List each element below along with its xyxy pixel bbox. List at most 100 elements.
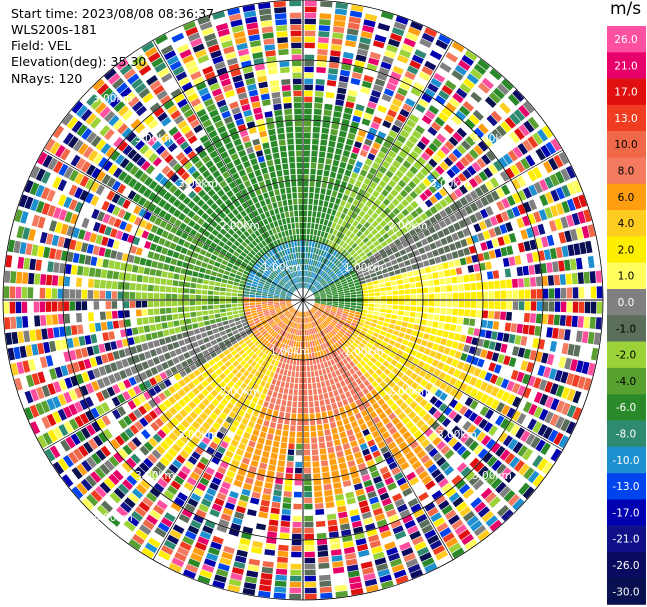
range-gate bbox=[104, 226, 113, 236]
range-gate bbox=[338, 387, 344, 395]
range-gate bbox=[419, 268, 426, 275]
range-gate bbox=[374, 232, 382, 240]
range-gate bbox=[227, 315, 234, 320]
range-gate bbox=[170, 366, 178, 374]
range-gate bbox=[203, 230, 211, 238]
range-gate bbox=[369, 496, 379, 505]
range-gate bbox=[330, 345, 335, 352]
range-gate bbox=[384, 318, 391, 323]
range-gate bbox=[346, 329, 353, 335]
range-gate bbox=[345, 300, 351, 303]
range-gate bbox=[243, 345, 250, 352]
range-gate bbox=[345, 319, 352, 324]
range-gate bbox=[409, 425, 419, 435]
range-gate bbox=[522, 201, 532, 213]
range-gate bbox=[313, 199, 319, 206]
range-gate bbox=[186, 249, 194, 257]
range-gate bbox=[90, 181, 100, 193]
range-gate bbox=[392, 264, 400, 270]
range-gate bbox=[342, 313, 348, 317]
range-gate bbox=[300, 323, 302, 330]
range-gate bbox=[319, 194, 325, 201]
range-gate bbox=[226, 240, 233, 247]
range-gate bbox=[124, 497, 136, 509]
range-gate bbox=[219, 228, 227, 236]
range-gate bbox=[64, 377, 73, 389]
range-gate bbox=[103, 160, 113, 172]
range-gate bbox=[92, 344, 100, 355]
range-gate bbox=[500, 467, 512, 479]
range-gate bbox=[322, 329, 328, 335]
range-gate bbox=[381, 341, 388, 348]
range-gate bbox=[362, 327, 368, 332]
range-gate bbox=[344, 244, 351, 251]
range-gate bbox=[98, 247, 106, 257]
range-gate bbox=[168, 385, 177, 395]
range-gate bbox=[509, 113, 521, 125]
range-gate bbox=[201, 305, 208, 310]
range-gate bbox=[135, 247, 143, 256]
range-gate bbox=[99, 106, 111, 119]
range-gate bbox=[314, 491, 323, 498]
range-gate bbox=[321, 127, 330, 134]
range-gate bbox=[291, 413, 297, 420]
range-gate bbox=[490, 190, 500, 201]
range-gate bbox=[500, 121, 512, 133]
range-gate bbox=[319, 586, 332, 593]
range-gate bbox=[365, 392, 373, 400]
range-gate bbox=[318, 236, 323, 243]
range-gate bbox=[381, 352, 388, 360]
range-gate bbox=[159, 176, 169, 186]
range-gate bbox=[284, 418, 290, 425]
range-gate bbox=[388, 372, 396, 380]
range-gate bbox=[264, 482, 273, 489]
range-gate bbox=[304, 527, 314, 534]
range-gate bbox=[215, 568, 229, 578]
range-gate bbox=[317, 205, 323, 212]
range-gate bbox=[193, 265, 201, 272]
range-gate bbox=[417, 331, 424, 338]
range-gate bbox=[263, 309, 269, 313]
range-gate bbox=[304, 264, 307, 271]
range-gate bbox=[267, 243, 273, 250]
range-gate bbox=[454, 211, 463, 221]
range-gate bbox=[129, 165, 139, 176]
range-gate bbox=[363, 346, 371, 353]
range-gate bbox=[303, 353, 306, 360]
range-gate bbox=[316, 311, 322, 316]
range-gate bbox=[3, 301, 10, 314]
range-gate bbox=[70, 433, 81, 446]
range-gate bbox=[236, 229, 243, 236]
range-gate bbox=[327, 146, 335, 154]
range-gate bbox=[391, 124, 401, 134]
range-gate bbox=[192, 514, 204, 524]
range-gate bbox=[351, 420, 359, 428]
range-gate bbox=[577, 316, 584, 328]
range-gate bbox=[365, 261, 372, 267]
range-gate bbox=[35, 386, 45, 400]
range-gate bbox=[235, 448, 244, 456]
range-gate bbox=[323, 170, 330, 177]
range-gate bbox=[380, 291, 387, 296]
range-gate bbox=[188, 190, 197, 199]
range-gate bbox=[106, 352, 115, 362]
range-gate bbox=[120, 501, 132, 513]
range-gate bbox=[238, 327, 244, 332]
range-gate bbox=[295, 467, 302, 474]
range-gate bbox=[320, 323, 326, 329]
range-gate bbox=[344, 378, 351, 385]
range-gate bbox=[129, 424, 139, 435]
range-gate bbox=[273, 592, 286, 599]
range-gate bbox=[239, 375, 247, 382]
range-gate bbox=[315, 236, 320, 242]
range-gate bbox=[421, 524, 434, 534]
range-gate bbox=[390, 359, 398, 367]
range-gate bbox=[303, 156, 310, 163]
range-gate bbox=[303, 264, 305, 270]
range-gate bbox=[213, 295, 220, 300]
range-gate bbox=[444, 195, 453, 205]
range-gate bbox=[332, 266, 338, 272]
range-gate bbox=[378, 524, 390, 533]
range-gate bbox=[209, 441, 219, 450]
range-gate bbox=[272, 315, 278, 320]
